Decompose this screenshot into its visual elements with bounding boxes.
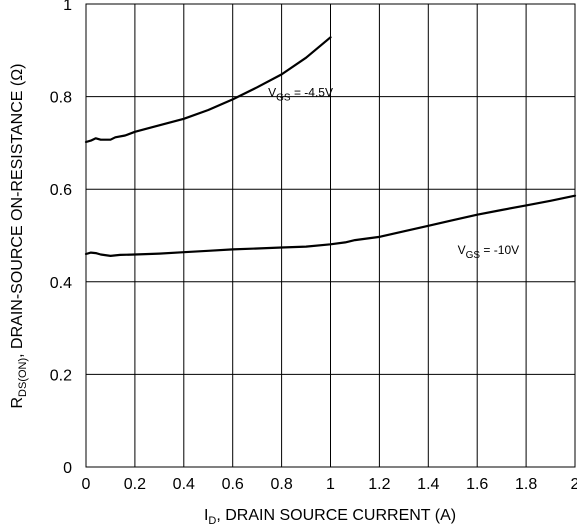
- y-tick-labels: 0 0.2 0.4 0.6 0.8 1: [50, 0, 72, 477]
- series-line-1: [84, 36, 332, 144]
- grid: [85, 3, 576, 468]
- y-tick-label: 0.4: [50, 275, 72, 292]
- x-tick-label: 0.4: [173, 476, 195, 493]
- x-tick-label: 2: [571, 476, 577, 493]
- y-axis-label: RDS(ON), DRAIN-SOURCE ON-RESISTANCE (Ω): [9, 63, 29, 408]
- series-line-2: [84, 194, 577, 257]
- y-tick-label: 0.8: [50, 90, 72, 107]
- x-axis-label: ID, DRAIN SOURCE CURRENT (A): [204, 507, 456, 527]
- series-lines: [84, 36, 577, 257]
- x-tick-label: 1.2: [368, 476, 390, 493]
- y-tick-label: 1: [63, 0, 72, 14]
- x-tick-label: 0: [82, 476, 91, 493]
- x-tick-label: 0.6: [222, 476, 244, 493]
- series-label-1: VGS = -4.5V: [268, 86, 333, 104]
- plot-frame: [85, 3, 576, 468]
- x-tick-labels: 0 0.2 0.4 0.6 0.8 1 1.2 1.4 1.6 1.8 2: [82, 476, 577, 493]
- x-tick-label: 1: [326, 476, 335, 493]
- x-tick-label: 0.8: [270, 476, 292, 493]
- x-tick-label: 1.4: [417, 476, 439, 493]
- y-tick-label: 0.6: [50, 182, 72, 199]
- series-annotations: VGS = -4.5V VGS = -10V: [268, 86, 519, 261]
- x-tick-label: 1.8: [515, 476, 537, 493]
- x-tick-label: 1.6: [466, 476, 488, 493]
- y-tick-label: 0: [63, 460, 72, 477]
- series-label-2: VGS = -10V: [458, 243, 520, 261]
- x-tick-label: 0.2: [124, 476, 146, 493]
- y-tick-label: 0.2: [50, 367, 72, 384]
